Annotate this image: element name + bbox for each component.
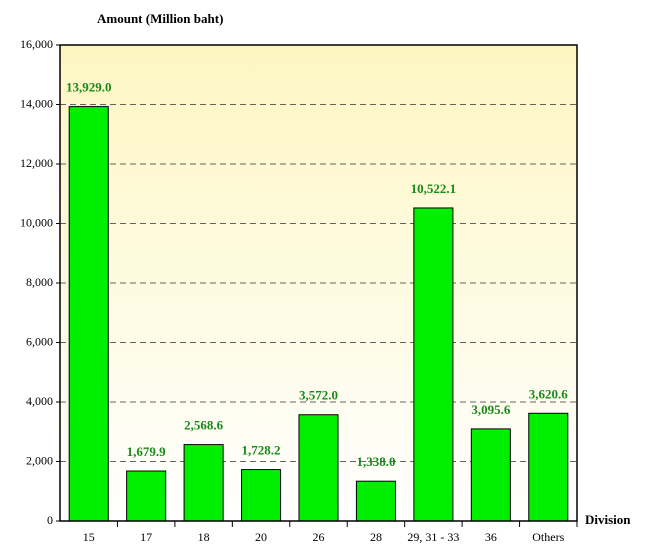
value-label: 3,095.6 — [471, 402, 511, 417]
x-tick-label: 29, 31 - 33 — [407, 530, 459, 544]
value-label: 10,522.1 — [411, 181, 457, 196]
x-tick-label: 17 — [140, 530, 152, 544]
y-tick-label: 6,000 — [26, 334, 53, 348]
bar — [528, 412, 569, 522]
bar — [126, 470, 167, 522]
x-tick-label: 15 — [83, 530, 95, 544]
y-tick-label: 2,000 — [26, 453, 53, 467]
x-tick-label: 18 — [198, 530, 210, 544]
y-tick-label: 14,000 — [20, 96, 53, 110]
x-tick-label: Others — [532, 530, 564, 544]
bar — [68, 106, 109, 522]
plot-frame — [59, 44, 578, 522]
value-label: 13,929.0 — [66, 80, 112, 95]
bar — [183, 444, 224, 522]
value-label: 1,338.0 — [356, 454, 395, 469]
bar — [413, 207, 454, 522]
value-label: 3,620.6 — [529, 386, 569, 401]
y-tick-label: 12,000 — [20, 156, 53, 170]
x-tick-label: 28 — [370, 530, 382, 544]
bar — [298, 414, 339, 522]
x-tick-label: 26 — [313, 530, 325, 544]
x-tick-label: 20 — [255, 530, 267, 544]
bar — [241, 469, 282, 522]
value-label: 3,572.0 — [299, 388, 338, 403]
y-tick-label: 8,000 — [26, 275, 53, 289]
y-tick-label: 0 — [47, 513, 53, 527]
y-tick-label: 10,000 — [20, 215, 53, 229]
value-label: 2,568.6 — [184, 418, 224, 433]
value-label: 1,679.9 — [127, 444, 167, 459]
bar — [470, 428, 511, 522]
x-axis-label: Division — [585, 512, 631, 527]
y-tick-label: 16,000 — [20, 37, 53, 51]
x-tick-label: 36 — [485, 530, 497, 544]
y-axis-label: Amount (Million baht) — [97, 11, 223, 26]
value-label: 1,728.2 — [242, 443, 281, 458]
bar — [355, 480, 396, 522]
y-tick-label: 4,000 — [26, 394, 53, 408]
